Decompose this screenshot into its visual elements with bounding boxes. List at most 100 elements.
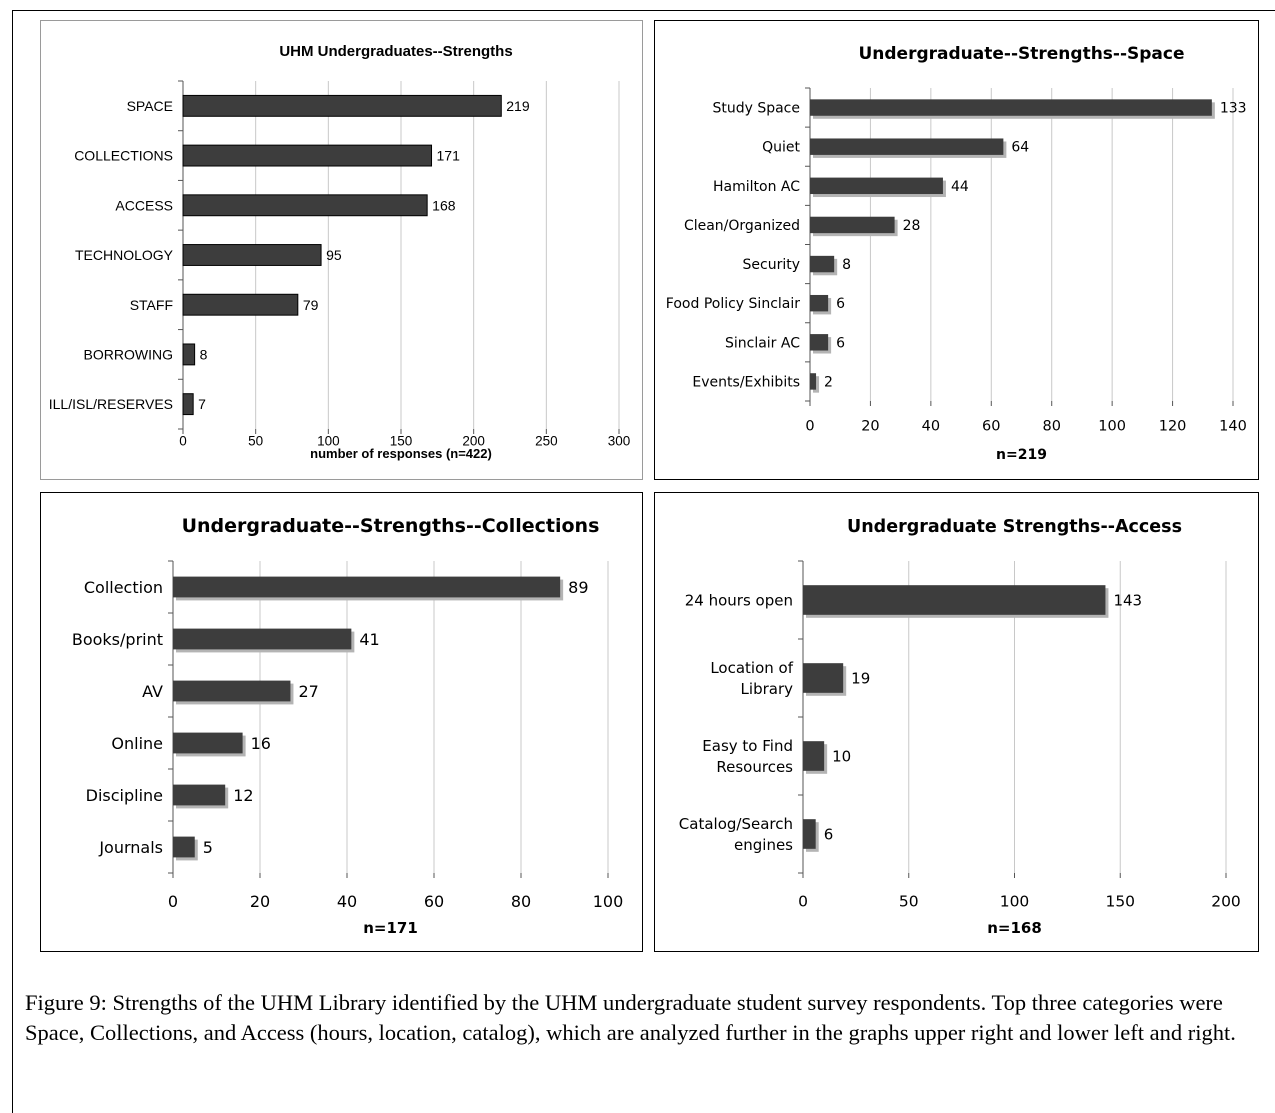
chart-access-strengths-svg: Undergraduate Strengths--Access 0 50 100 150… [679,517,1241,937]
category-label: 24 hours open [685,591,793,609]
category-label-line: engines [734,836,793,854]
data-label: 171 [437,148,461,164]
bar [182,144,433,167]
x-axis-title: n=171 [363,919,418,937]
x-tick-label: 120 [1159,419,1187,435]
category-label: Collection [84,578,163,597]
category-label: Security [743,257,801,273]
category-label-line: COLLECTIONS [74,148,173,164]
category-label: Clean/Organized [684,218,800,234]
category-label-line: STAFF [130,297,173,313]
bar [182,94,502,117]
category-label-line: Sinclair AC [725,335,800,351]
chart-space-strengths: Undergraduate--Strengths--Space 0 20 40 60 80… [654,20,1259,480]
x-tick-label: 50 [899,893,919,911]
data-label: 41 [359,630,379,649]
category-label: Hamilton AC [713,179,800,195]
x-tick-label: 20 [250,892,270,911]
data-label: 5 [203,838,213,857]
x-tick-label: 150 [1105,893,1135,911]
category-label-line: Food Policy Sinclair [666,296,800,312]
data-label: 6 [836,296,845,312]
category-label: Online [111,734,163,753]
chart-access-strengths: Undergraduate Strengths--Access 0 50 100 150… [654,492,1259,952]
x-axis-title: n=219 [996,447,1047,463]
category-label-line: ILL/ISL/RESERVES [49,396,173,412]
category-label-line: Journals [98,838,163,857]
category-label-line: Collection [84,578,163,597]
category-label-line: Quiet [762,140,800,156]
bar [182,293,299,316]
x-tick-label: 140 [1219,419,1247,435]
data-label: 27 [298,682,318,701]
category-label-line: Books/print [72,630,163,649]
data-label: 8 [842,257,851,273]
bar [810,216,895,234]
x-tick-label: 200 [462,434,485,449]
chart-title: Undergraduate Strengths--Access [847,517,1182,537]
x-tick-label: 0 [168,892,178,911]
category-label: Quiet [762,140,800,156]
x-tick-label: 100 [593,892,624,911]
figure-caption: Figure 9: Strengths of the UHM Library i… [25,990,1236,1045]
data-label: 44 [951,179,969,195]
category-label-line: Resources [716,758,793,776]
category-label-line: AV [142,682,163,701]
category-label-line: Online [111,734,163,753]
x-tick-label: 60 [982,419,1000,435]
category-label: Events/Exhibits [692,374,800,390]
x-tick-label: 0 [805,419,814,435]
category-label-line: Study Space [712,101,800,117]
bar [803,585,1106,615]
figure-frame [12,10,1275,1113]
category-label: Catalog/Search engines [679,815,793,854]
x-tick-label: 100 [1098,419,1126,435]
bar [803,663,844,693]
chart-overall-strengths: UHM Undergraduates--Strengths 0 50 100 150 20… [40,20,643,480]
category-label: COLLECTIONS [74,148,173,164]
category-label-line: BORROWING [84,346,173,362]
category-label: STAFF [130,297,173,313]
bar [173,628,352,650]
bar [173,836,195,858]
bar [182,244,322,266]
bar [173,732,243,754]
data-label: 168 [432,197,456,213]
x-tick-label: 0 [798,893,808,911]
bar [810,99,1212,116]
x-tick-label: 50 [248,434,263,449]
category-label: AV [142,682,163,701]
data-label: 8 [200,346,208,362]
category-label-line: Hamilton AC [713,179,800,195]
category-label: ACCESS [115,197,173,213]
category-label: TECHNOLOGY [75,247,174,263]
x-tick-label: 80 [511,892,531,911]
data-label: 12 [233,786,253,805]
bar [810,255,835,273]
bar [182,393,194,416]
x-axis-title: number of responses (n=422) [310,446,492,461]
chart-title: Undergraduate--Strengths--Space [858,44,1184,64]
category-label: ILL/ISL/RESERVES [49,396,173,412]
x-tick-label: 60 [424,892,444,911]
bar [810,177,943,195]
chart-space-strengths-svg: Undergraduate--Strengths--Space 0 20 40 60 80… [666,44,1247,463]
category-label-line: Discipline [86,786,163,805]
category-label-line: Easy to Find [702,737,793,755]
x-tick-label: 80 [1042,419,1060,435]
bar [173,576,561,598]
bar [173,784,226,806]
x-tick-label: 20 [861,419,879,435]
bar [810,373,817,390]
category-label: Easy to Find Resources [702,737,793,776]
category-label: SPACE [127,98,173,114]
category-label-line: ACCESS [115,197,173,213]
category-label-line: Catalog/Search [679,815,793,833]
data-label: 133 [1220,101,1247,117]
data-label: 143 [1113,591,1142,609]
chart-overall-strengths-svg: UHM Undergraduates--Strengths 0 50 100 150 20… [49,43,631,461]
data-label: 6 [824,825,834,843]
x-tick-label: 150 [390,434,413,449]
data-label: 10 [832,747,851,765]
data-label: 79 [303,297,319,313]
